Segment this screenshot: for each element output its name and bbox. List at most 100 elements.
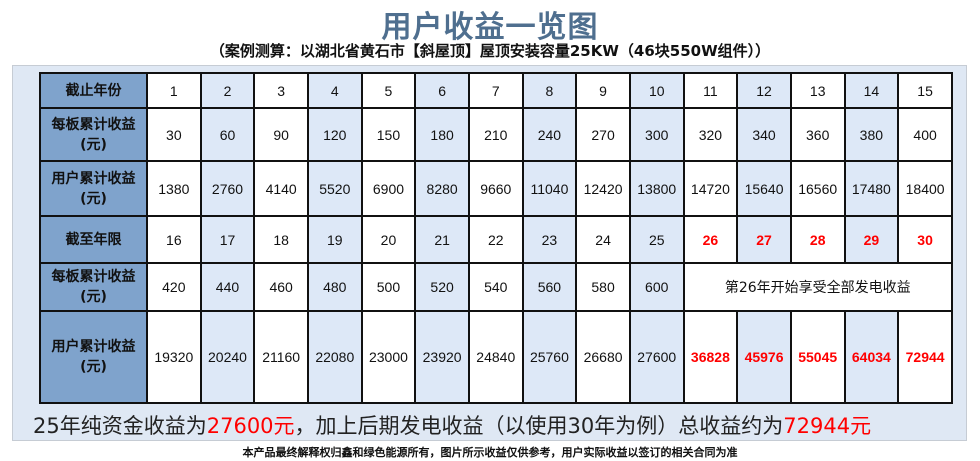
row-header: 每板累计收益 (元) [39, 107, 148, 162]
table-cell: 16560 [789, 160, 846, 217]
table-cell: 17 [199, 215, 256, 264]
table-cell: 23000 [360, 310, 417, 404]
table-cell: 5520 [306, 160, 363, 217]
table-cell: 7 [467, 72, 524, 109]
table-cell: 2 [199, 72, 256, 109]
table-cell: 9660 [467, 160, 524, 217]
table-row: 用户累计收益 (元) 1380 2760 4140 5520 6900 8280 9660 110… [39, 160, 953, 217]
table-cell: 580 [575, 262, 631, 312]
table-cell: 28 [789, 215, 846, 264]
table-cell: 11040 [521, 160, 578, 217]
table-cell: 8 [521, 72, 578, 109]
table-cell: 12 [736, 72, 792, 109]
table-cell: 180 [414, 107, 470, 162]
table-cell: 440 [199, 262, 256, 312]
table-cell: 16 [146, 215, 202, 264]
table-cell: 520 [414, 262, 470, 312]
row-header: 截至年限 [39, 215, 148, 264]
page-subtitle: （案例测算：以湖北省黄石市【斜屋顶】屋顶安装容量25KW（46块550W组件）） [209, 42, 771, 60]
table-cell: 21160 [253, 310, 309, 404]
summary-line: 25年纯资金收益为27600元，加上后期发电收益（以使用30年为例）总收益约为7… [33, 410, 948, 440]
table-cell: 10 [628, 72, 685, 109]
table-row: 截至年限 16 17 18 19 20 21 22 23 24 25 26 27 28 29 30 [39, 215, 953, 264]
table-cell: 60 [199, 107, 256, 162]
table-cell: 320 [682, 107, 739, 162]
table-cell: 360 [789, 107, 846, 162]
table-cell: 26 [682, 215, 739, 264]
table-cell: 20 [360, 215, 417, 264]
table-cell: 300 [628, 107, 685, 162]
table-cell: 36828 [682, 310, 739, 404]
table-cell: 14720 [682, 160, 739, 217]
table-cell: 2760 [199, 160, 256, 217]
table-cell: 12420 [575, 160, 631, 217]
table-cell: 27600 [628, 310, 685, 404]
table-cell: 340 [736, 107, 792, 162]
table-cell: 3 [253, 72, 309, 109]
table-cell: 540 [467, 262, 524, 312]
summary-total-value: 72944元 [783, 414, 872, 438]
note-cell: 第26年开始享受全部发电收益 [682, 262, 954, 312]
table-row: 每板累计收益 (元) 420 440 460 480 500 520 540 560 580 600 第… [39, 262, 954, 312]
table-row: 截止年份 1 2 3 4 5 6 7 8 9 10 11 12 13 14 15 [39, 72, 953, 109]
table-cell: 5 [360, 72, 417, 109]
table-cell: 380 [843, 107, 900, 162]
table-cell: 23920 [414, 310, 470, 404]
table-cell: 15640 [736, 160, 792, 217]
table-cell: 270 [575, 107, 631, 162]
table-cell: 19320 [146, 310, 202, 404]
table-cell: 26680 [575, 310, 631, 404]
table-cell: 11 [682, 72, 739, 109]
table-cell: 600 [628, 262, 685, 312]
table-cell: 15 [897, 72, 953, 109]
summary-text: 25年纯资金收益为 [33, 414, 207, 438]
table-cell: 150 [360, 107, 417, 162]
table-cell: 560 [521, 262, 578, 312]
table-cell: 13 [789, 72, 846, 109]
table-cell: 22080 [306, 310, 363, 404]
summary-25yr-value: 27600元 [206, 414, 295, 438]
table-cell: 30 [146, 107, 202, 162]
table-cell: 30 [897, 215, 953, 264]
table-cell: 6900 [360, 160, 417, 217]
table-cell: 17480 [843, 160, 900, 217]
table-cell: 20240 [199, 310, 256, 404]
table-cell: 55045 [789, 310, 846, 404]
table-cell: 460 [253, 262, 309, 312]
table-cell: 27 [736, 215, 792, 264]
table-cell: 13800 [628, 160, 685, 217]
table-cell: 1 [146, 72, 202, 109]
table-cell: 25760 [521, 310, 578, 404]
table-cell: 29 [843, 215, 900, 264]
table-cell: 480 [306, 262, 363, 312]
table-cell: 14 [843, 72, 900, 109]
table-cell: 4 [306, 72, 363, 109]
table-cell: 19 [306, 215, 363, 264]
row-header: 用户累计收益 (元) [39, 160, 148, 217]
table-cell: 1380 [146, 160, 202, 217]
table-cell: 25 [628, 215, 685, 264]
table-cell: 23 [521, 215, 578, 264]
table-cell: 18400 [897, 160, 953, 217]
table-cell: 240 [521, 107, 578, 162]
table-cell: 18 [253, 215, 309, 264]
table-cell: 22 [467, 215, 524, 264]
table-cell: 45976 [736, 310, 792, 404]
table-row: 用户累计收益 (元) 19320 20240 21160 22080 23000 23920 2… [39, 310, 953, 404]
table-cell: 9 [575, 72, 631, 109]
table-cell: 400 [897, 107, 953, 162]
table-row: 每板累计收益 (元) 30 60 90 120 150 180 210 240 270 300 320 3… [39, 107, 953, 162]
table-cell: 120 [306, 107, 363, 162]
disclaimer: 本产品最终解释权归鑫和绿色能源所有，图片所示收益仅供参考，用户实际收益以签订的相… [242, 446, 738, 459]
page-title: 用户收益一览图 [381, 10, 599, 45]
table-cell: 6 [414, 72, 470, 109]
row-header: 用户累计收益 (元) [39, 310, 148, 404]
table-cell: 24840 [467, 310, 524, 404]
income-table: 截止年份 1 2 3 4 5 6 7 8 9 10 11 12 13 14 15 每板累计收益 (元) 30 60 90… [39, 72, 954, 404]
table-cell: 420 [146, 262, 202, 312]
row-header: 截止年份 [39, 72, 148, 109]
table-cell: 8280 [414, 160, 470, 217]
table-cell: 500 [360, 262, 417, 312]
table-cell: 24 [575, 215, 631, 264]
table-cell: 210 [467, 107, 524, 162]
